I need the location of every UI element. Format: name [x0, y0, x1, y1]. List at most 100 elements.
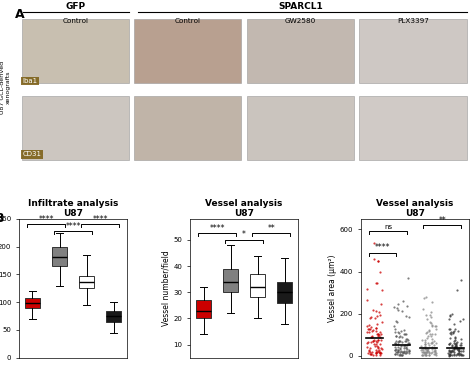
Point	[397, 333, 404, 339]
Point	[424, 333, 432, 338]
Point	[456, 318, 464, 324]
Text: *: *	[242, 230, 246, 239]
Point	[398, 348, 405, 354]
Point	[368, 334, 376, 340]
Point	[373, 349, 380, 355]
Point	[355, 353, 362, 358]
Point	[421, 341, 428, 347]
Point	[376, 341, 383, 347]
Point	[365, 326, 372, 332]
Point	[377, 350, 385, 356]
Point	[424, 329, 431, 335]
Point	[451, 334, 459, 340]
Point	[418, 347, 425, 353]
Point	[447, 349, 455, 355]
Point	[340, 353, 347, 358]
Point	[374, 337, 382, 343]
Point	[432, 345, 439, 351]
Point	[391, 341, 399, 346]
Point	[423, 335, 430, 341]
Point	[401, 331, 409, 337]
Point	[445, 349, 452, 354]
Point	[402, 344, 410, 350]
Point	[395, 334, 403, 340]
PathPatch shape	[52, 247, 67, 266]
Point	[403, 342, 411, 348]
Point	[375, 347, 383, 353]
Point	[420, 295, 428, 301]
Bar	[359, 19, 466, 84]
Point	[377, 345, 385, 351]
Point	[374, 337, 382, 343]
Point	[392, 347, 399, 353]
Point	[449, 330, 457, 336]
Text: SPARCL1: SPARCL1	[278, 2, 323, 11]
Point	[457, 342, 465, 348]
Text: ns: ns	[384, 224, 392, 230]
Point	[457, 340, 465, 346]
Point	[457, 352, 465, 358]
Text: **: **	[267, 224, 275, 233]
Point	[368, 333, 375, 338]
Point	[392, 318, 400, 324]
Point	[456, 345, 463, 351]
Point	[455, 350, 462, 356]
Point	[421, 338, 429, 343]
Text: ****: ****	[375, 243, 391, 252]
Point	[376, 350, 384, 356]
Point	[422, 350, 429, 356]
Point	[455, 348, 463, 354]
Point	[450, 328, 458, 334]
Point	[428, 323, 436, 329]
Point	[373, 349, 381, 355]
Point	[425, 342, 433, 348]
Point	[370, 338, 377, 344]
Point	[428, 346, 436, 352]
Point	[419, 307, 427, 312]
Point	[377, 350, 384, 356]
Point	[366, 315, 374, 320]
Point	[402, 349, 410, 354]
Point	[447, 314, 454, 319]
Point	[458, 351, 466, 357]
Point	[401, 338, 409, 343]
Point	[424, 346, 432, 352]
Point	[423, 316, 431, 322]
Point	[426, 319, 434, 325]
Point	[402, 350, 410, 356]
Point	[403, 303, 411, 309]
Point	[392, 351, 399, 357]
Point	[423, 349, 431, 355]
Point	[371, 315, 378, 321]
Point	[364, 323, 371, 329]
Point	[428, 339, 436, 345]
Point	[457, 277, 465, 283]
Point	[445, 326, 453, 332]
Point	[423, 346, 430, 351]
Point	[378, 346, 386, 351]
Point	[370, 255, 377, 261]
Point	[364, 339, 372, 345]
Point	[399, 350, 407, 356]
Point	[419, 349, 427, 355]
Point	[374, 331, 382, 337]
Point	[393, 349, 401, 355]
Bar	[247, 96, 354, 160]
Point	[445, 350, 452, 356]
Point	[394, 347, 402, 353]
Point	[402, 331, 410, 337]
Point	[374, 258, 382, 264]
Text: ****: ****	[210, 224, 225, 233]
Point	[423, 346, 430, 351]
Point	[399, 298, 407, 304]
Point	[394, 307, 401, 313]
Point	[340, 353, 347, 358]
Point	[366, 345, 374, 351]
Point	[452, 340, 460, 346]
Point	[391, 330, 399, 335]
Point	[372, 280, 380, 285]
Point	[418, 353, 426, 358]
Point	[364, 350, 372, 356]
Point	[370, 240, 377, 246]
Point	[432, 323, 439, 329]
